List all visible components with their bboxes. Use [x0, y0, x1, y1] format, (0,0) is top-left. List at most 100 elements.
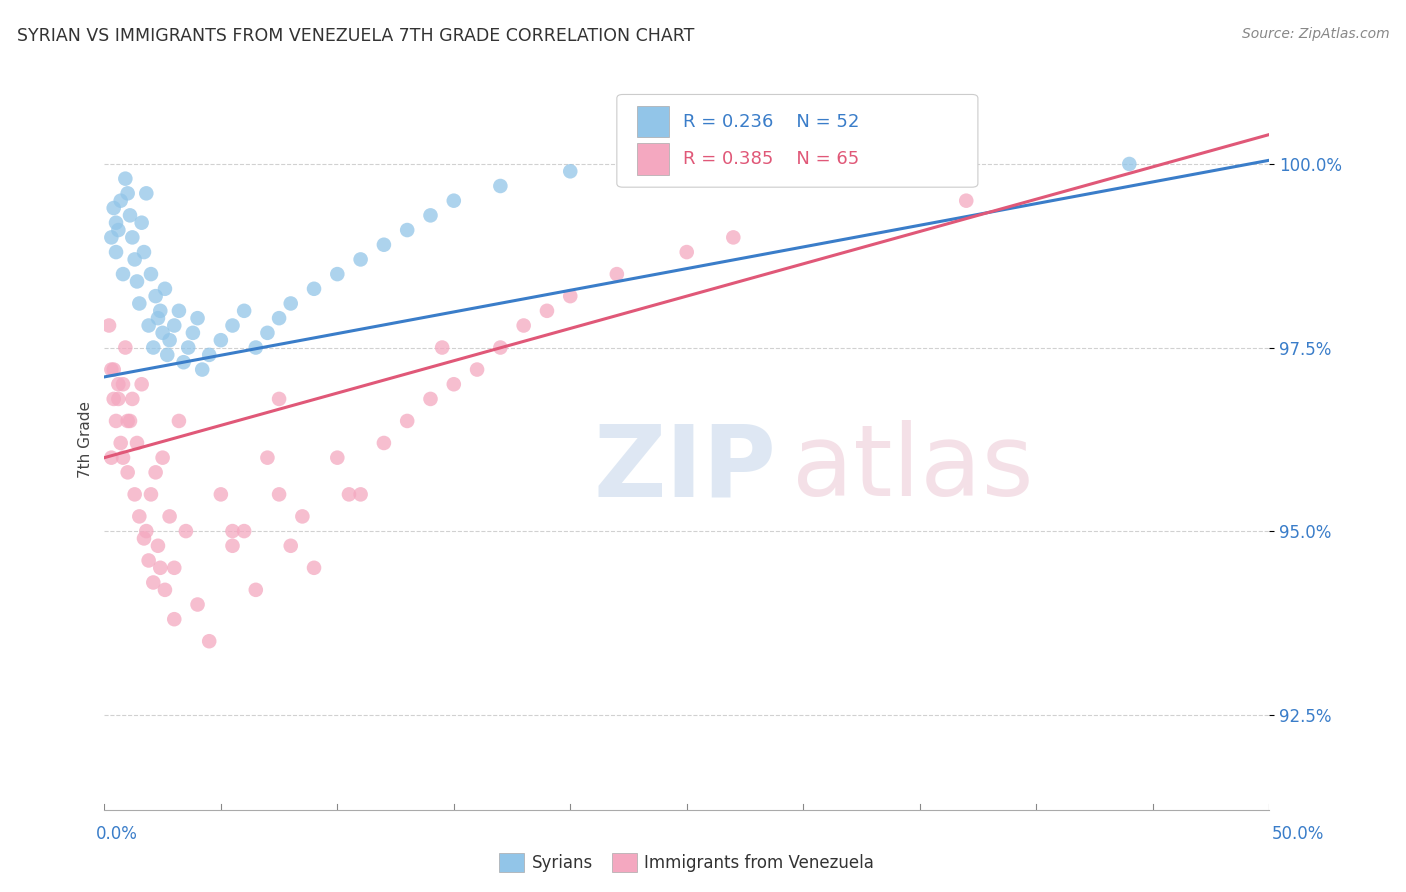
Point: [146, 539, 169, 553]
Point: [138, 318, 160, 333]
Point: [124, 487, 146, 501]
Point: [280, 539, 302, 553]
Point: [267, 487, 290, 501]
Point: [152, 450, 174, 465]
Point: [256, 326, 278, 340]
Y-axis label: 7th Grade: 7th Grade: [79, 401, 93, 478]
Point: [302, 282, 325, 296]
Point: [121, 392, 143, 406]
Point: [107, 377, 129, 392]
Point: [489, 341, 512, 355]
Point: [291, 509, 314, 524]
Point: [326, 267, 349, 281]
Point: [135, 186, 157, 201]
Point: [373, 237, 395, 252]
Point: [117, 414, 139, 428]
Point: [139, 267, 162, 281]
Text: Source: ZipAtlas.com: Source: ZipAtlas.com: [1241, 27, 1389, 41]
Point: [159, 333, 181, 347]
Point: [419, 208, 441, 222]
Point: [280, 296, 302, 310]
Point: [138, 553, 160, 567]
Point: [128, 509, 150, 524]
Point: [489, 179, 512, 194]
Point: [221, 318, 243, 333]
Point: [124, 252, 146, 267]
Point: [560, 164, 582, 178]
Point: [723, 230, 745, 244]
Text: 0.0%: 0.0%: [96, 825, 138, 843]
Point: [142, 341, 165, 355]
Point: [163, 561, 186, 575]
Point: [606, 267, 628, 281]
Point: [267, 311, 290, 326]
Point: [121, 230, 143, 244]
Point: [152, 326, 174, 340]
Point: [302, 561, 325, 575]
Point: [1118, 157, 1140, 171]
Point: [131, 377, 153, 392]
Point: [145, 466, 167, 480]
Text: SYRIAN VS IMMIGRANTS FROM VENEZUELA 7TH GRADE CORRELATION CHART: SYRIAN VS IMMIGRANTS FROM VENEZUELA 7TH …: [17, 27, 695, 45]
Point: [146, 311, 169, 326]
Text: R = 0.236    N = 52: R = 0.236 N = 52: [683, 113, 859, 131]
Point: [111, 450, 134, 465]
Point: [465, 362, 488, 376]
Point: [396, 414, 419, 428]
Point: [111, 377, 134, 392]
Point: [675, 245, 697, 260]
Text: atlas: atlas: [792, 420, 1033, 517]
Point: [139, 487, 162, 501]
Point: [443, 377, 465, 392]
Point: [167, 303, 190, 318]
Point: [100, 230, 122, 244]
Point: [125, 436, 148, 450]
Point: [128, 296, 150, 310]
Text: ZIP: ZIP: [593, 420, 776, 517]
Point: [153, 582, 176, 597]
Point: [267, 392, 290, 406]
Point: [512, 318, 534, 333]
Point: [419, 392, 441, 406]
Point: [117, 466, 139, 480]
Point: [103, 362, 125, 376]
Point: [131, 216, 153, 230]
Point: [198, 348, 221, 362]
Point: [337, 487, 360, 501]
Point: [167, 414, 190, 428]
FancyBboxPatch shape: [637, 144, 669, 175]
Point: [100, 450, 122, 465]
Point: [536, 303, 558, 318]
Point: [221, 524, 243, 538]
Point: [233, 303, 256, 318]
Point: [373, 436, 395, 450]
Point: [100, 362, 122, 376]
Point: [142, 575, 165, 590]
Point: [156, 348, 179, 362]
Point: [125, 275, 148, 289]
FancyBboxPatch shape: [617, 95, 979, 187]
Point: [107, 392, 129, 406]
Point: [233, 524, 256, 538]
Point: [103, 392, 125, 406]
Point: [105, 245, 128, 260]
Point: [349, 487, 371, 501]
Point: [153, 282, 176, 296]
Point: [132, 532, 155, 546]
Point: [209, 333, 232, 347]
Point: [111, 267, 134, 281]
Text: R = 0.385    N = 65: R = 0.385 N = 65: [683, 150, 859, 168]
Point: [163, 318, 186, 333]
Point: [174, 524, 197, 538]
Point: [105, 216, 128, 230]
Text: Syrians: Syrians: [531, 854, 593, 871]
Point: [443, 194, 465, 208]
Point: [159, 509, 181, 524]
Point: [114, 171, 136, 186]
Point: [326, 450, 349, 465]
Point: [118, 208, 141, 222]
Point: [198, 634, 221, 648]
Point: [209, 487, 232, 501]
Point: [181, 326, 204, 340]
Point: [256, 450, 278, 465]
